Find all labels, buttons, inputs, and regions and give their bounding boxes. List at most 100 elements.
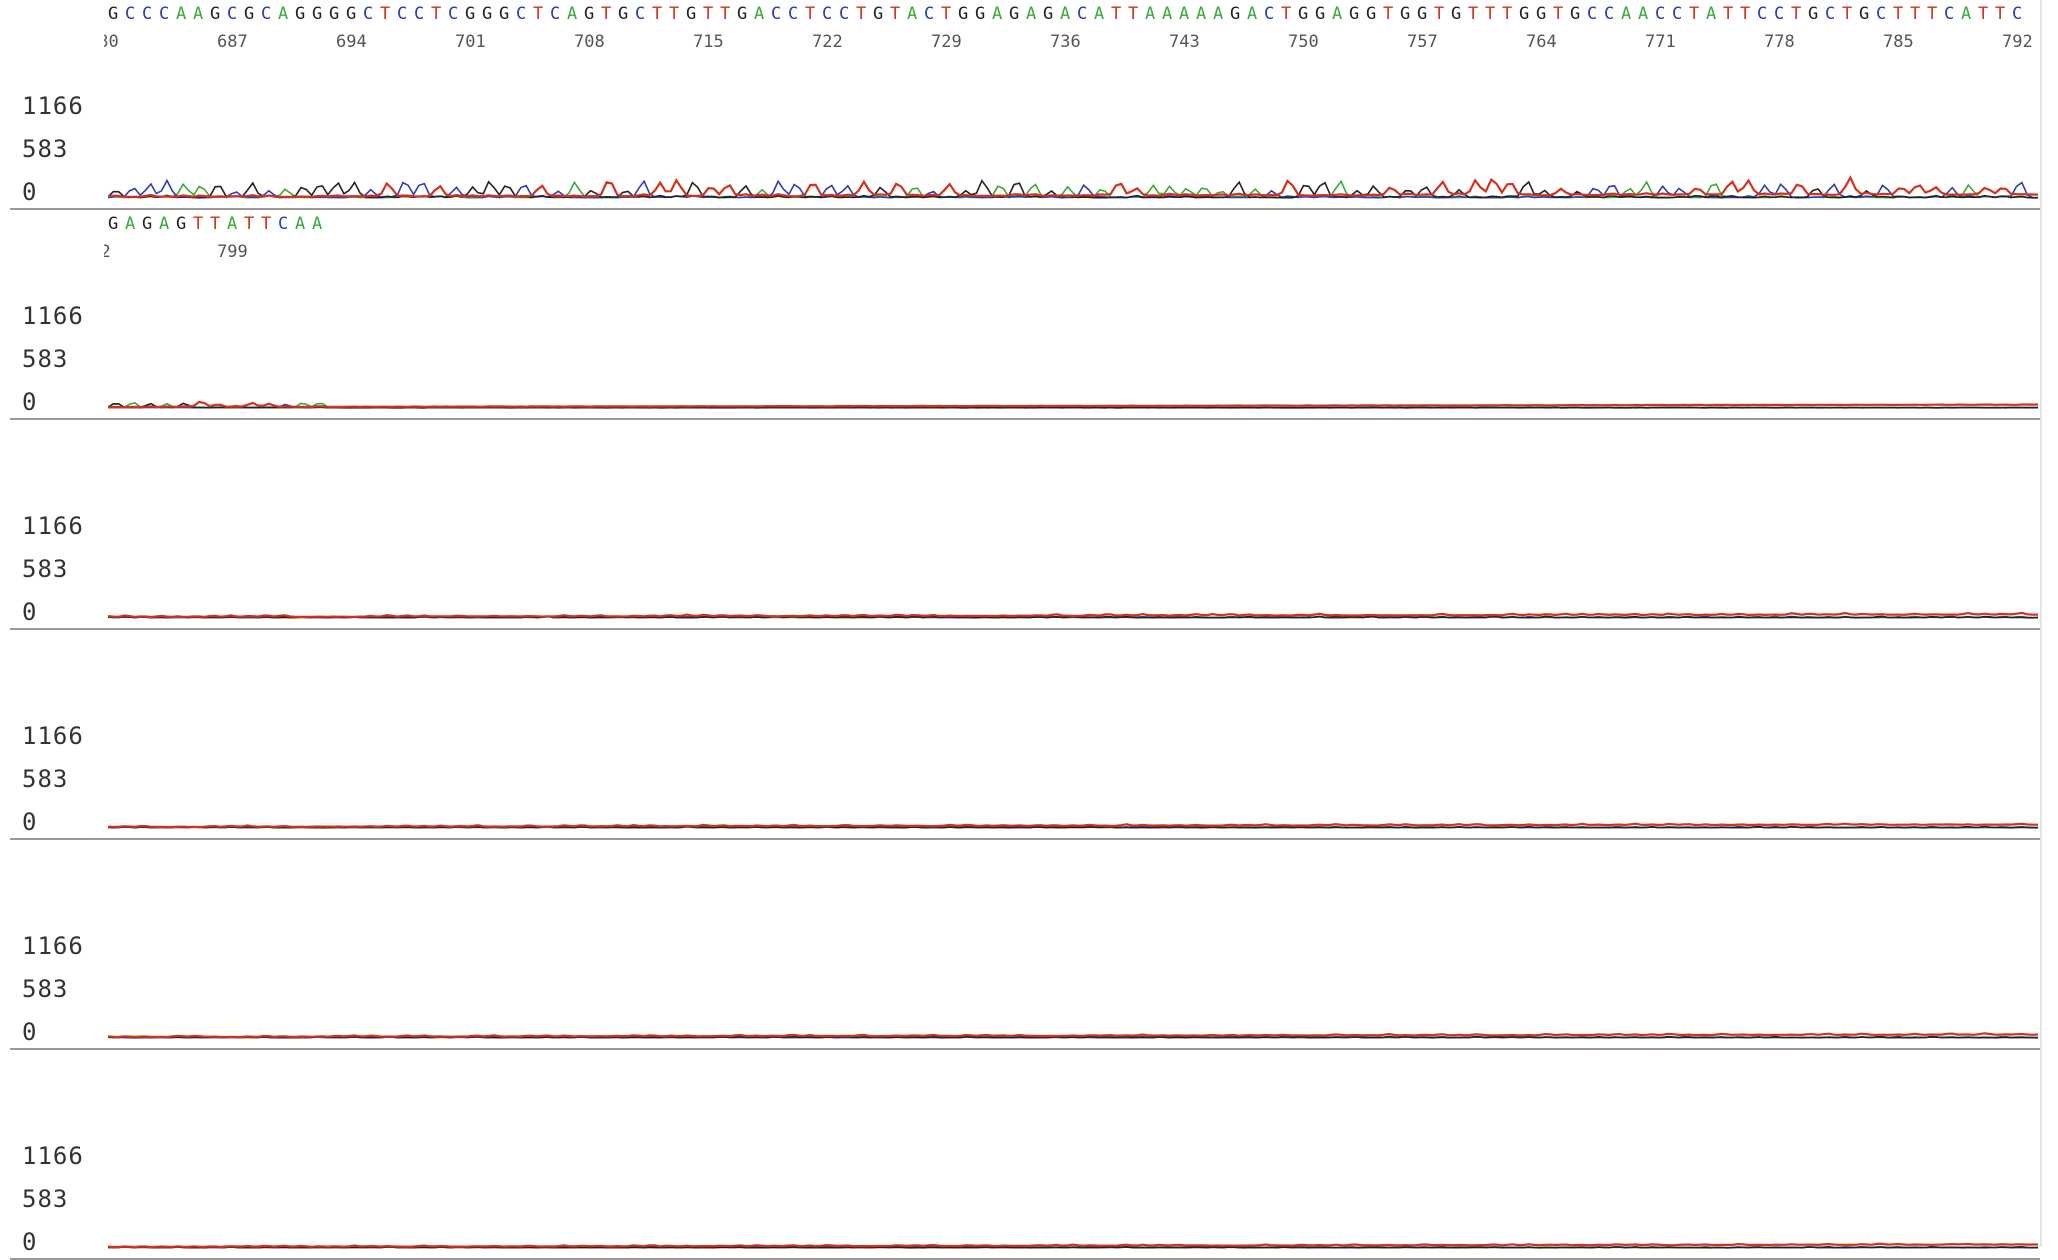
base-call: A	[295, 216, 306, 234]
base-call: A	[193, 6, 204, 24]
position-label: 694	[336, 32, 367, 52]
base-call: G	[958, 6, 969, 24]
trace-plot	[108, 822, 2038, 829]
y-axis-label: 583	[22, 555, 69, 583]
base-call: G	[1570, 6, 1581, 24]
base-call: G	[1230, 6, 1241, 24]
base-call: A	[1213, 6, 1224, 24]
base-call: C	[635, 6, 646, 24]
base-call: A	[1060, 6, 1071, 24]
base-call: G	[1808, 6, 1819, 24]
position-label: 792	[2002, 32, 2033, 52]
base-call: A	[1638, 6, 1649, 24]
base-call: C	[771, 6, 782, 24]
y-axis-label: 1166	[22, 932, 84, 960]
base-call: A	[1026, 6, 1037, 24]
base-call: T	[1553, 6, 1564, 24]
base-call: T	[941, 6, 952, 24]
base-call: G	[1349, 6, 1360, 24]
base-call: C	[159, 6, 170, 24]
base-call: G	[108, 216, 119, 234]
base-call: A	[1196, 6, 1207, 24]
y-axis-label: 1166	[22, 1142, 84, 1170]
base-call: A	[227, 216, 238, 234]
trace-plot	[108, 400, 2038, 409]
trace-line-T	[108, 611, 2038, 619]
base-call: T	[601, 6, 612, 24]
base-call: C	[822, 6, 833, 24]
base-call: C	[1604, 6, 1615, 24]
base-call: C	[839, 6, 850, 24]
base-call: T	[669, 6, 680, 24]
base-call: A	[125, 216, 136, 234]
y-axis-label: 583	[22, 765, 69, 793]
base-call: T	[1111, 6, 1122, 24]
y-axis-label: 1166	[22, 302, 84, 330]
position-label: 729	[931, 32, 962, 52]
trace-line-T	[108, 175, 2038, 199]
base-call: A	[1179, 6, 1190, 24]
position-label: 736	[1050, 32, 1081, 52]
base-call: G	[108, 6, 119, 24]
base-call: A	[567, 6, 578, 24]
base-call-strip	[104, 636, 2040, 682]
base-call: A	[1094, 6, 1105, 24]
base-call: G	[499, 6, 510, 24]
base-call: C	[1825, 6, 1836, 24]
y-axis-label: 583	[22, 345, 69, 373]
base-call: C	[448, 6, 459, 24]
base-call: T	[1128, 6, 1139, 24]
position-label: 743	[1169, 32, 1200, 52]
trace-line-T	[108, 822, 2038, 829]
y-axis-label: 0	[22, 178, 38, 206]
base-call: G	[329, 6, 340, 24]
panel-baseline	[10, 1048, 2040, 1050]
base-call: C	[125, 6, 136, 24]
trace-panel: 1166 583 0	[0, 630, 2040, 840]
base-call: T	[1485, 6, 1496, 24]
trace-line-T	[108, 400, 2038, 409]
trace-plot	[108, 1242, 2038, 1249]
base-call-strip	[104, 426, 2040, 472]
base-call: G	[618, 6, 629, 24]
base-call: A	[1961, 6, 1972, 24]
position-label: 750	[1288, 32, 1319, 52]
position-label: 799	[217, 242, 248, 262]
base-call: T	[1502, 6, 1513, 24]
trace-panel: 1166 583 0	[0, 1050, 2040, 1260]
base-call: T	[1842, 6, 1853, 24]
panel-baseline	[10, 208, 2040, 210]
base-call: A	[176, 6, 187, 24]
base-call: T	[890, 6, 901, 24]
base-call: T	[1723, 6, 1734, 24]
base-call: G	[686, 6, 697, 24]
base-call: G	[176, 216, 187, 234]
base-call-strip	[104, 846, 2040, 892]
base-call: C	[1077, 6, 1088, 24]
base-call: G	[482, 6, 493, 24]
trace-line-T	[108, 1032, 2038, 1039]
base-call: C	[227, 6, 238, 24]
base-call: A	[1247, 6, 1258, 24]
base-call: C	[1876, 6, 1887, 24]
position-label: 680	[104, 32, 119, 52]
base-call: C	[278, 216, 289, 234]
base-call: G	[1536, 6, 1547, 24]
trace-plot	[108, 611, 2038, 619]
base-call: G	[295, 6, 306, 24]
base-call: T	[1927, 6, 1938, 24]
trace-line-T	[108, 1242, 2038, 1249]
base-call: T	[805, 6, 816, 24]
y-axis-label: 1166	[22, 512, 84, 540]
base-call: G	[465, 6, 476, 24]
base-call: G	[1043, 6, 1054, 24]
base-call: G	[975, 6, 986, 24]
base-call: T	[1383, 6, 1394, 24]
base-call: T	[1893, 6, 1904, 24]
base-call: G	[346, 6, 357, 24]
base-call: T	[856, 6, 867, 24]
base-call: A	[1706, 6, 1717, 24]
y-axis-label: 0	[22, 388, 38, 416]
base-call: A	[1162, 6, 1173, 24]
